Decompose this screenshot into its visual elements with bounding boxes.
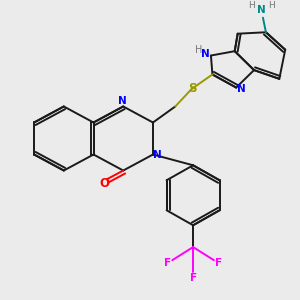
Text: F: F [190, 273, 197, 283]
Text: H: H [268, 1, 274, 10]
Text: F: F [215, 258, 222, 268]
Text: N: N [118, 96, 127, 106]
Text: N: N [257, 5, 266, 15]
Text: N: N [201, 49, 210, 59]
Text: H: H [248, 1, 254, 10]
Text: S: S [188, 82, 196, 95]
Text: N: N [153, 149, 162, 160]
Text: H: H [195, 45, 202, 55]
Text: F: F [164, 258, 171, 268]
Text: O: O [99, 177, 109, 190]
Text: N: N [237, 84, 246, 94]
